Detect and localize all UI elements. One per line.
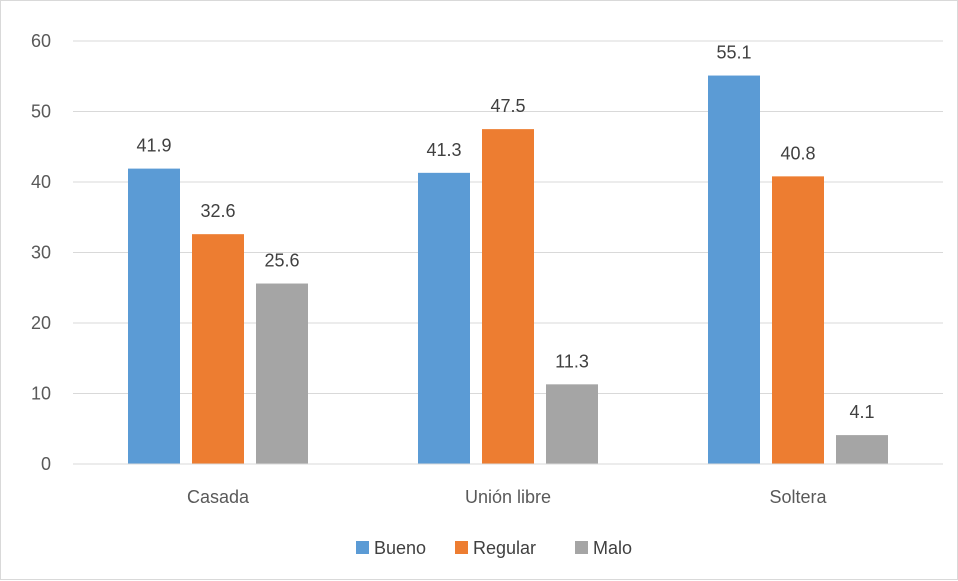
legend: Bueno Regular Malo	[356, 538, 632, 558]
data-labels: 41.9 32.6 25.6 41.3 47.5 11.3 55.1 40.8 4.1	[136, 43, 874, 423]
x-tick-label: Soltera	[769, 487, 827, 507]
bar-regular-1	[482, 129, 534, 464]
y-tick-label: 50	[31, 102, 51, 122]
bar-bueno-0	[128, 168, 180, 465]
bar-malo-0	[256, 283, 308, 464]
data-label: 47.5	[490, 96, 525, 116]
data-label: 40.8	[780, 143, 815, 163]
x-tick-label: Casada	[187, 487, 250, 507]
bar-bueno-2	[708, 75, 760, 465]
legend-label-bueno: Bueno	[374, 538, 426, 558]
y-tick-label: 20	[31, 313, 51, 333]
y-tick-label: 60	[31, 31, 51, 51]
bar-bueno-1	[418, 172, 470, 464]
x-axis: Casada Unión libre Soltera	[73, 463, 943, 507]
data-label: 11.3	[555, 351, 589, 371]
data-label: 41.9	[136, 136, 171, 156]
data-label: 55.1	[716, 43, 751, 63]
data-label: 25.6	[264, 251, 299, 271]
bar-regular-0	[192, 234, 244, 464]
bar-malo-1	[546, 384, 598, 464]
legend-label-malo: Malo	[593, 538, 632, 558]
y-tick-label: 10	[31, 384, 51, 404]
y-axis: 0 10 20 30 40 50 60	[31, 31, 51, 474]
data-label: 4.1	[849, 402, 874, 422]
legend-swatch-malo	[575, 541, 588, 554]
legend-label-regular: Regular	[473, 538, 536, 558]
y-tick-label: 30	[31, 243, 51, 263]
bar-regular-2	[772, 176, 824, 465]
data-label: 41.3	[426, 140, 461, 160]
x-tick-label: Unión libre	[465, 487, 551, 507]
bar-malo-2	[836, 435, 888, 464]
y-tick-label: 0	[41, 454, 51, 474]
data-label: 32.6	[200, 201, 235, 221]
legend-swatch-regular	[455, 541, 468, 554]
y-tick-label: 40	[31, 172, 51, 192]
bars	[128, 75, 888, 465]
legend-swatch-bueno	[356, 541, 369, 554]
